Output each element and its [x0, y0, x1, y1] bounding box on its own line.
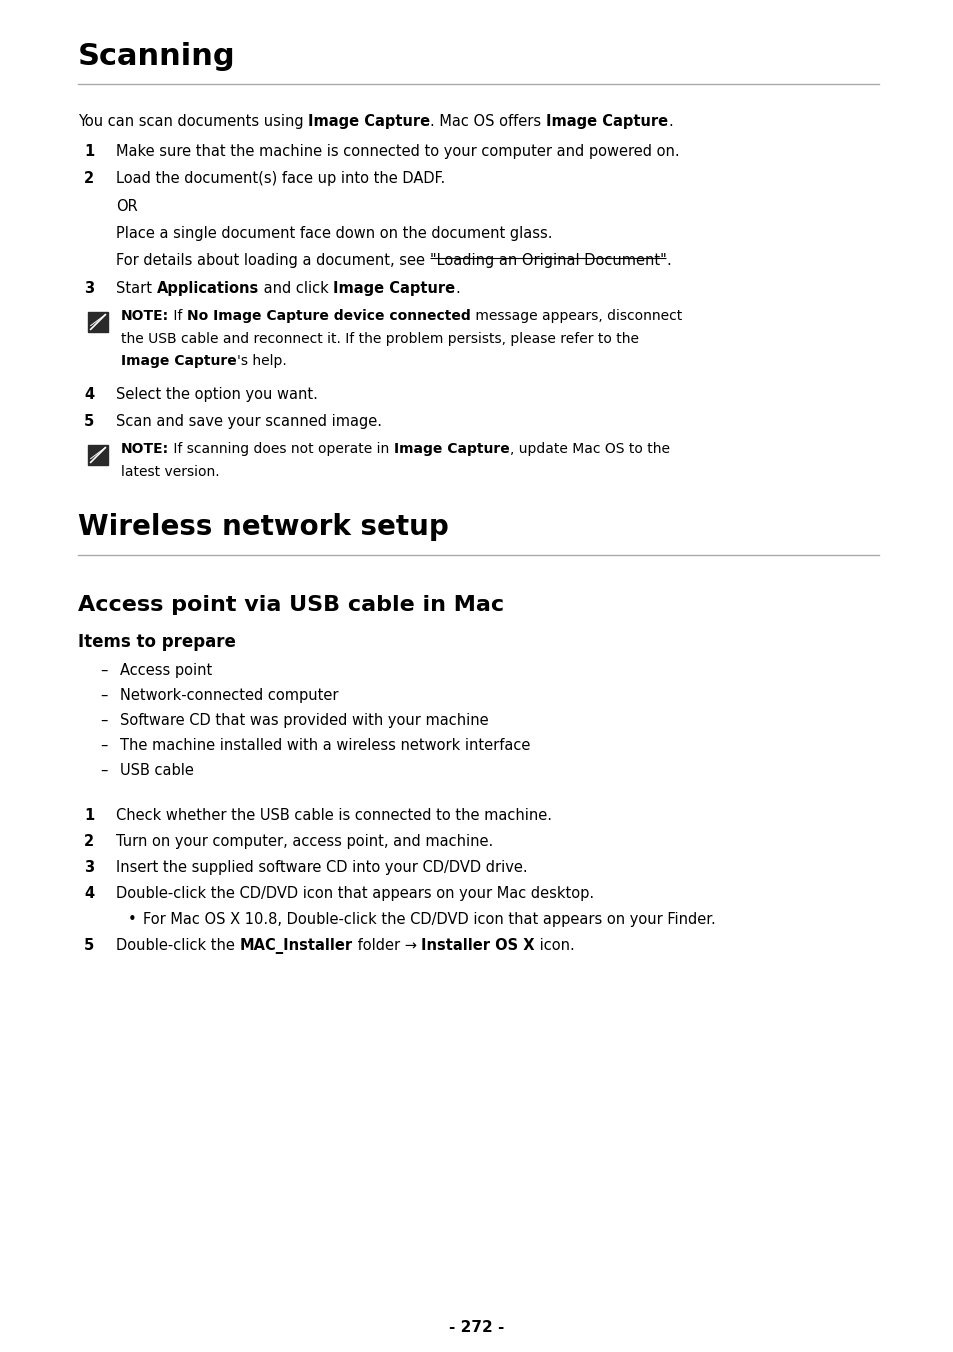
Text: Image Capture: Image Capture	[308, 114, 430, 128]
Text: Scan and save your scanned image.: Scan and save your scanned image.	[116, 414, 381, 429]
Text: Items to prepare: Items to prepare	[78, 633, 235, 652]
Text: - 272 -: - 272 -	[449, 1320, 504, 1334]
Text: The machine installed with a wireless network interface: The machine installed with a wireless ne…	[120, 738, 530, 753]
Text: Double-click the: Double-click the	[116, 938, 239, 953]
Text: Image Capture: Image Capture	[545, 114, 667, 128]
Text: –: –	[100, 738, 108, 753]
Text: 2: 2	[84, 170, 94, 187]
Text: 1: 1	[84, 145, 94, 160]
Text: NOTE:: NOTE:	[121, 310, 169, 323]
Text: 3: 3	[84, 281, 94, 296]
Text: 1: 1	[84, 808, 94, 823]
Text: USB cable: USB cable	[120, 763, 193, 777]
Text: For Mac OS X 10.8, Double-click the CD/DVD icon that appears on your Finder.: For Mac OS X 10.8, Double-click the CD/D…	[143, 913, 715, 927]
Text: –: –	[100, 713, 108, 727]
Text: Installer OS X: Installer OS X	[421, 938, 535, 953]
Text: Select the option you want.: Select the option you want.	[116, 387, 317, 402]
Text: 4: 4	[84, 886, 94, 900]
Text: No Image Capture device connected: No Image Capture device connected	[187, 310, 470, 323]
Text: You can scan documents using: You can scan documents using	[78, 114, 308, 128]
Text: For details about loading a document, see: For details about loading a document, se…	[116, 253, 429, 268]
Text: 4: 4	[84, 387, 94, 402]
Text: Network-connected computer: Network-connected computer	[120, 688, 338, 703]
Text: –: –	[100, 763, 108, 777]
Text: OR: OR	[116, 199, 137, 214]
Text: Access point via USB cable in Mac: Access point via USB cable in Mac	[78, 595, 503, 615]
Text: 3: 3	[84, 860, 94, 875]
Text: If: If	[169, 310, 187, 323]
Text: message appears, disconnect: message appears, disconnect	[470, 310, 681, 323]
Text: Access point: Access point	[120, 662, 212, 677]
Text: Check whether the USB cable is connected to the machine.: Check whether the USB cable is connected…	[116, 808, 552, 823]
Text: Make sure that the machine is connected to your computer and powered on.: Make sure that the machine is connected …	[116, 145, 679, 160]
Text: NOTE:: NOTE:	[121, 442, 169, 456]
Text: –: –	[100, 688, 108, 703]
Text: icon.: icon.	[535, 938, 574, 953]
Text: •: •	[128, 913, 136, 927]
Text: Image Capture: Image Capture	[121, 354, 236, 368]
Bar	[88, 445, 108, 465]
Text: "Loading an Original Document": "Loading an Original Document"	[429, 253, 666, 268]
Text: Load the document(s) face up into the DADF.: Load the document(s) face up into the DA…	[116, 170, 445, 187]
Text: 's help.: 's help.	[236, 354, 286, 368]
Text: Image Capture: Image Capture	[333, 281, 455, 296]
Text: .: .	[455, 281, 459, 296]
Text: Software CD that was provided with your machine: Software CD that was provided with your …	[120, 713, 488, 727]
Text: Double-click the CD/DVD icon that appears on your Mac desktop.: Double-click the CD/DVD icon that appear…	[116, 886, 594, 900]
Text: 2: 2	[84, 834, 94, 849]
Text: Insert the supplied software CD into your CD/DVD drive.: Insert the supplied software CD into you…	[116, 860, 527, 875]
Text: If scanning does not operate in: If scanning does not operate in	[169, 442, 394, 456]
Bar	[88, 312, 108, 333]
Text: .: .	[667, 114, 672, 128]
Text: Start: Start	[116, 281, 156, 296]
Text: Image Capture: Image Capture	[394, 442, 509, 456]
Text: 5: 5	[84, 938, 94, 953]
Text: folder →: folder →	[353, 938, 421, 953]
Text: Wireless network setup: Wireless network setup	[78, 512, 448, 541]
Text: Place a single document face down on the document glass.: Place a single document face down on the…	[116, 226, 552, 241]
Text: and click: and click	[258, 281, 333, 296]
Text: .: .	[666, 253, 670, 268]
Text: 5: 5	[84, 414, 94, 429]
Text: Scanning: Scanning	[78, 42, 235, 72]
Text: , update Mac OS to the: , update Mac OS to the	[509, 442, 669, 456]
Text: –: –	[100, 662, 108, 677]
Text: MAC_Installer: MAC_Installer	[239, 938, 353, 955]
Text: latest version.: latest version.	[121, 465, 219, 479]
Text: Applications: Applications	[156, 281, 258, 296]
Text: Turn on your computer, access point, and machine.: Turn on your computer, access point, and…	[116, 834, 493, 849]
Text: the USB cable and reconnect it. If the problem persists, please refer to the: the USB cable and reconnect it. If the p…	[121, 333, 639, 346]
Text: . Mac OS offers: . Mac OS offers	[430, 114, 545, 128]
